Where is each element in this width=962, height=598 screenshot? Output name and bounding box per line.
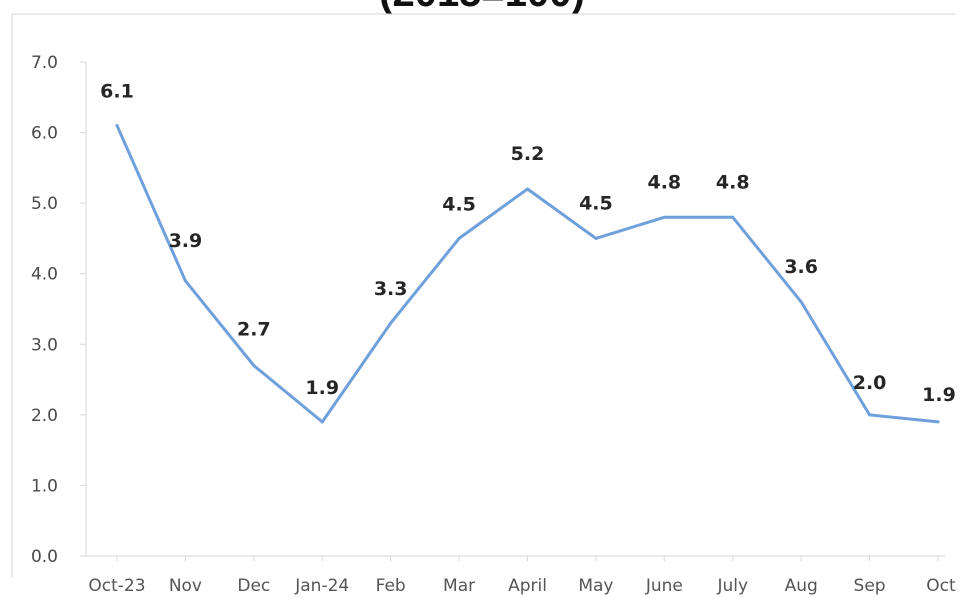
data-point — [731, 215, 735, 219]
x-tick-label: Jan-24 — [294, 576, 349, 596]
data-point — [389, 321, 393, 325]
x-tick-label: April — [508, 576, 547, 596]
data-label: 4.8 — [716, 171, 750, 193]
y-tick-label: 5.0 — [31, 194, 58, 214]
y-tick-label: 3.0 — [31, 335, 58, 355]
data-point — [936, 420, 940, 424]
data-point — [252, 363, 256, 367]
data-label: 3.9 — [169, 230, 203, 252]
y-tick-label: 4.0 — [31, 265, 58, 285]
data-point — [868, 413, 872, 417]
y-tick-label: 7.0 — [31, 53, 58, 73]
x-tick-label: Feb — [376, 576, 406, 596]
data-label: 6.1 — [100, 81, 134, 103]
data-point — [183, 279, 187, 283]
x-tick-label: Mar — [443, 576, 475, 596]
x-tick-label: Oct — [926, 576, 956, 596]
data-labels-layer: 6.1 3.9 2.7 1.9 3.3 4.5 5.2 4.5 4.8 4.8 3.6 2.0 1.9 — [100, 81, 956, 406]
data-label: 2.7 — [237, 318, 271, 340]
x-tick-label: Nov — [169, 576, 202, 596]
y-tick-label: 1.0 — [31, 476, 58, 496]
y-axis: 0.0 1.0 2.0 3.0 4.0 5.0 6.0 7.0 — [31, 53, 87, 567]
data-point — [594, 236, 598, 240]
data-label: 4.5 — [579, 192, 613, 214]
data-point — [662, 215, 666, 219]
y-tick-label: 6.0 — [31, 124, 58, 144]
data-point — [457, 236, 461, 240]
y-tick-label: 0.0 — [31, 547, 58, 567]
x-tick-label: June — [645, 576, 683, 596]
data-point — [526, 187, 529, 191]
x-tick-label: Dec — [237, 576, 270, 596]
chart-title-group: (2015=100) — [379, 0, 585, 15]
data-label: 2.0 — [853, 372, 887, 394]
data-label: 3.6 — [784, 256, 818, 278]
y-tick-label: 2.0 — [31, 406, 58, 426]
data-point — [799, 300, 803, 304]
x-tick-label: Aug — [785, 576, 818, 596]
data-label: 1.9 — [922, 384, 956, 406]
data-label: 4.5 — [442, 193, 476, 215]
x-tick-label: Oct-23 — [88, 576, 145, 596]
data-label: 1.9 — [305, 377, 339, 399]
data-point — [320, 420, 324, 424]
data-label: 4.8 — [647, 171, 681, 193]
chart-title: (2015=100) — [379, 0, 585, 15]
x-axis: Oct-23 Nov Dec Jan-24 Feb Mar April May June July… — [86, 555, 956, 596]
data-label: 3.3 — [374, 278, 408, 300]
series-layer — [115, 124, 940, 424]
data-point — [115, 124, 119, 128]
data-label: 5.2 — [511, 143, 545, 165]
x-tick-label: May — [578, 576, 613, 596]
x-tick-label: Sep — [854, 576, 886, 596]
x-tick-label: July — [716, 576, 748, 596]
